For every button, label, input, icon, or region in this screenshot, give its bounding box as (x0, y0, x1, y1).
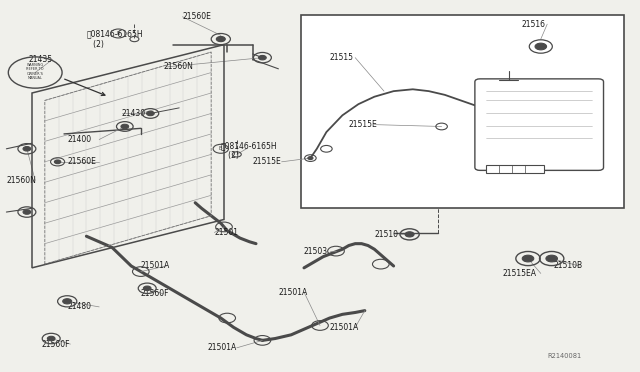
Text: 21515: 21515 (330, 53, 354, 62)
Circle shape (522, 255, 534, 262)
Text: 21480: 21480 (67, 302, 92, 311)
Text: 21501A: 21501A (141, 262, 170, 270)
Circle shape (308, 157, 313, 160)
Text: 21503: 21503 (304, 247, 328, 256)
Circle shape (121, 124, 129, 129)
Text: 21515E: 21515E (349, 120, 378, 129)
Text: 21510: 21510 (374, 230, 398, 239)
FancyBboxPatch shape (475, 79, 604, 170)
Text: 21560F: 21560F (42, 340, 70, 349)
Text: 21515EA: 21515EA (502, 269, 536, 278)
Text: 21501: 21501 (214, 228, 239, 237)
Text: 21400: 21400 (67, 135, 92, 144)
Text: 21560E: 21560E (182, 12, 211, 21)
Text: 21515E: 21515E (253, 157, 282, 166)
Circle shape (63, 299, 72, 304)
Text: Ⓑ08146-6165H
   (2): Ⓑ08146-6165H (2) (86, 29, 143, 49)
Text: 21501A: 21501A (330, 323, 359, 332)
Text: 21435: 21435 (29, 55, 53, 64)
Circle shape (23, 147, 31, 151)
Text: 21518: 21518 (547, 135, 571, 144)
Circle shape (47, 336, 55, 341)
Text: 21516: 21516 (522, 20, 545, 29)
Circle shape (546, 255, 557, 262)
Text: R2140081: R2140081 (547, 353, 581, 359)
Text: 21501A: 21501A (278, 288, 308, 296)
Text: 21560N: 21560N (6, 176, 36, 185)
Text: WARNING
REFER TO
OWNER'S
MANUAL: WARNING REFER TO OWNER'S MANUAL (26, 63, 44, 80)
Circle shape (23, 210, 31, 214)
Text: 21501A: 21501A (208, 343, 237, 352)
Circle shape (405, 232, 414, 237)
Circle shape (259, 55, 266, 60)
Circle shape (54, 160, 61, 164)
Text: 21560N: 21560N (163, 62, 193, 71)
Bar (301, 15, 624, 208)
Circle shape (143, 286, 151, 291)
Text: 21560E: 21560E (67, 157, 96, 166)
Text: 21430: 21430 (122, 109, 146, 118)
Text: B: B (116, 31, 120, 36)
Text: 21560F: 21560F (141, 289, 170, 298)
Circle shape (535, 43, 547, 50)
Text: 21510B: 21510B (554, 262, 583, 270)
Circle shape (216, 36, 225, 42)
Text: B: B (219, 146, 223, 151)
Text: Ⓑ08146-6165H
   (2): Ⓑ08146-6165H (2) (221, 141, 277, 160)
Circle shape (147, 111, 154, 116)
Bar (486, 165, 544, 173)
